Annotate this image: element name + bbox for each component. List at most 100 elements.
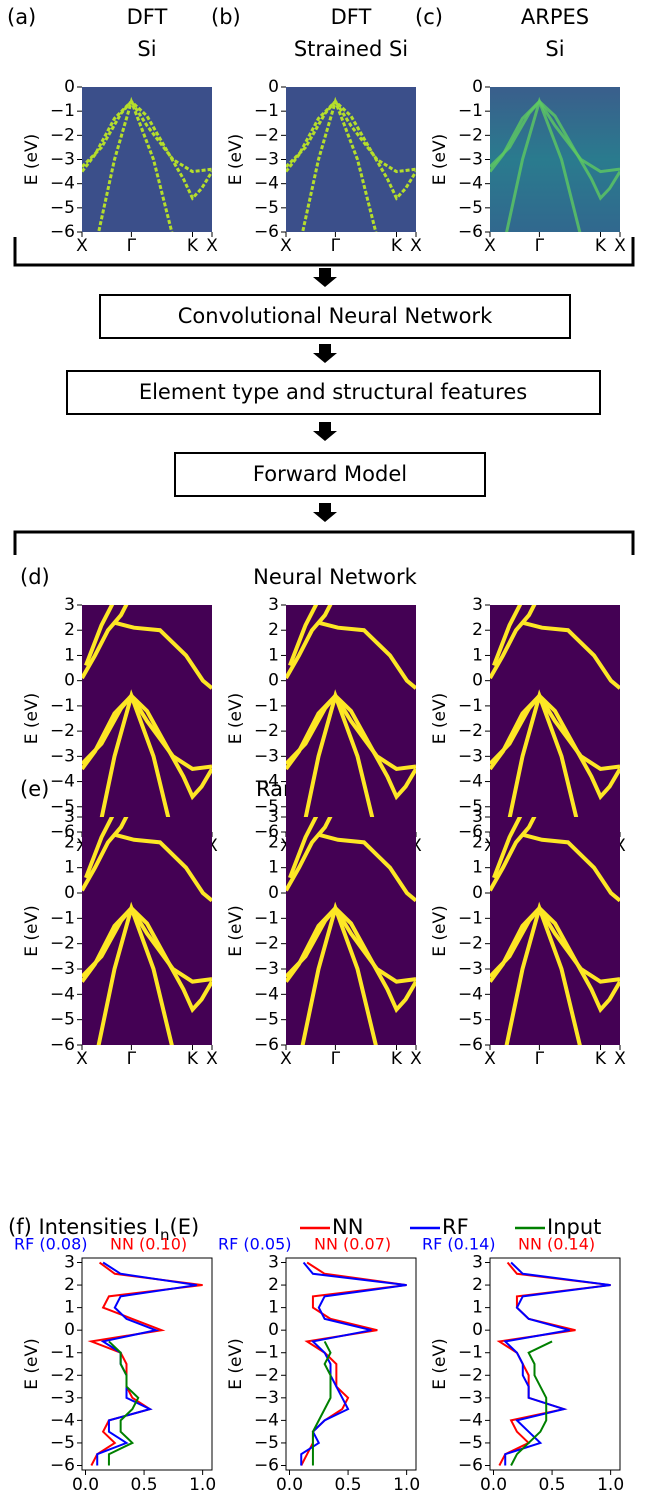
y-tick-label: −5 bbox=[254, 1433, 279, 1453]
error-annotation: RF (0.08) bbox=[14, 1235, 88, 1254]
y-axis-label: E (eV) bbox=[226, 905, 246, 957]
series-line bbox=[87, 1261, 203, 1466]
y-tick-label: −3 bbox=[50, 150, 75, 170]
bracket bbox=[13, 530, 635, 555]
band-curve bbox=[504, 901, 582, 1045]
band-curve bbox=[521, 832, 620, 903]
band-lines bbox=[490, 817, 620, 1045]
band-curve bbox=[301, 96, 378, 232]
y-tick-label: −4 bbox=[50, 772, 75, 792]
y-tick-label: −3 bbox=[50, 746, 75, 766]
legend-label: RF bbox=[442, 1215, 469, 1239]
band-curve bbox=[286, 817, 333, 892]
band-curve bbox=[286, 99, 416, 174]
band-lines bbox=[490, 96, 620, 232]
y-tick-label: −1 bbox=[458, 1343, 483, 1363]
y-tick-label: −1 bbox=[254, 101, 279, 121]
legend-label: Input bbox=[547, 1215, 601, 1239]
y-tick-label: −3 bbox=[254, 746, 279, 766]
legend-label: NN bbox=[332, 1215, 363, 1239]
band-curve bbox=[317, 832, 416, 903]
y-tick-label: −5 bbox=[50, 797, 75, 817]
y-tick-label: −6 bbox=[458, 222, 483, 242]
y-axis-label: E (eV) bbox=[430, 1338, 450, 1390]
y-tick-label: −4 bbox=[254, 174, 279, 194]
band-curve bbox=[505, 96, 582, 232]
y-tick-label: 1 bbox=[268, 1298, 279, 1318]
y-tick-label: −5 bbox=[254, 1010, 279, 1030]
x-tick-label: Γ bbox=[127, 236, 137, 256]
y-tick-label: 3 bbox=[64, 595, 75, 615]
band-curve bbox=[300, 901, 378, 1045]
y-tick-label: 2 bbox=[268, 1275, 279, 1295]
x-tick-label: X bbox=[484, 236, 496, 256]
y-tick-label: −1 bbox=[458, 908, 483, 928]
band-curve bbox=[490, 605, 537, 680]
panel-label: (f) bbox=[8, 1215, 32, 1239]
y-tick-label: −1 bbox=[254, 1343, 279, 1363]
pipeline-step: Convolutional Neural Network bbox=[178, 304, 493, 328]
band-curve bbox=[286, 904, 416, 984]
band-image bbox=[490, 87, 620, 232]
y-tick-label: −3 bbox=[458, 1388, 483, 1408]
y-tick-label: −4 bbox=[458, 1410, 483, 1430]
x-tick-label: X bbox=[614, 1049, 626, 1069]
series-line bbox=[311, 1340, 332, 1466]
y-tick-label: −5 bbox=[254, 198, 279, 218]
y-tick-label: −2 bbox=[50, 934, 75, 954]
y-tick-label: −2 bbox=[458, 125, 483, 145]
y-tick-label: −6 bbox=[254, 1455, 279, 1475]
y-tick-label: −6 bbox=[50, 1455, 75, 1475]
error-annotation: NN (0.07) bbox=[314, 1235, 391, 1254]
y-tick-label: −1 bbox=[458, 101, 483, 121]
y-tick-label: −2 bbox=[458, 934, 483, 954]
y-tick-label: −4 bbox=[254, 1410, 279, 1430]
x-tick-label: 0.0 bbox=[276, 1475, 303, 1493]
y-tick-label: −3 bbox=[458, 150, 483, 170]
y-tick-label: −5 bbox=[50, 198, 75, 218]
band-curve bbox=[82, 905, 212, 1014]
panel-title: (f) Intensities In(E) bbox=[8, 1215, 199, 1244]
y-tick-label: −2 bbox=[50, 125, 75, 145]
x-tick-label: Γ bbox=[331, 1049, 341, 1069]
y-tick-label: 3 bbox=[268, 595, 279, 615]
band-curve bbox=[113, 832, 212, 903]
plot-frame bbox=[489, 1257, 621, 1471]
x-tick-label: X bbox=[614, 236, 626, 256]
band-curve bbox=[286, 692, 416, 772]
y-tick-label: −6 bbox=[50, 1035, 75, 1055]
y-tick-label: −4 bbox=[458, 984, 483, 1004]
band-curve bbox=[286, 692, 416, 801]
y-tick-label: −5 bbox=[458, 198, 483, 218]
x-tick-label: 0.5 bbox=[131, 1475, 158, 1493]
series-line bbox=[96, 1261, 197, 1466]
y-tick-label: 0 bbox=[268, 671, 279, 691]
band-curve bbox=[492, 817, 523, 879]
x-tick-label: X bbox=[410, 1049, 422, 1069]
series-line bbox=[300, 1261, 407, 1466]
band-curve bbox=[490, 692, 620, 772]
band-curve bbox=[490, 904, 620, 984]
section-label: (e) bbox=[20, 777, 49, 801]
y-tick-label: 0 bbox=[472, 1320, 483, 1340]
y-axis-label: E (eV) bbox=[22, 1338, 42, 1390]
band-curve bbox=[490, 99, 620, 174]
pipeline-box bbox=[174, 452, 486, 497]
y-tick-label: −2 bbox=[50, 1365, 75, 1385]
y-tick-label: 3 bbox=[268, 1253, 279, 1273]
panel-label: (b) bbox=[211, 5, 241, 29]
band-curve bbox=[286, 905, 416, 1014]
band-curve bbox=[300, 689, 378, 832]
y-tick-label: 0 bbox=[472, 77, 483, 97]
plot-frame bbox=[81, 1257, 213, 1471]
y-tick-label: −1 bbox=[254, 696, 279, 716]
x-tick-label: X bbox=[206, 1049, 218, 1069]
y-tick-label: −2 bbox=[254, 721, 279, 741]
y-tick-label: −2 bbox=[254, 934, 279, 954]
y-tick-label: 3 bbox=[472, 595, 483, 615]
series-line bbox=[107, 1340, 140, 1466]
section-title: Neural Network bbox=[253, 565, 417, 589]
y-tick-label: 0 bbox=[268, 1320, 279, 1340]
x-tick-label: X bbox=[76, 236, 88, 256]
y-tick-label: −6 bbox=[254, 1035, 279, 1055]
